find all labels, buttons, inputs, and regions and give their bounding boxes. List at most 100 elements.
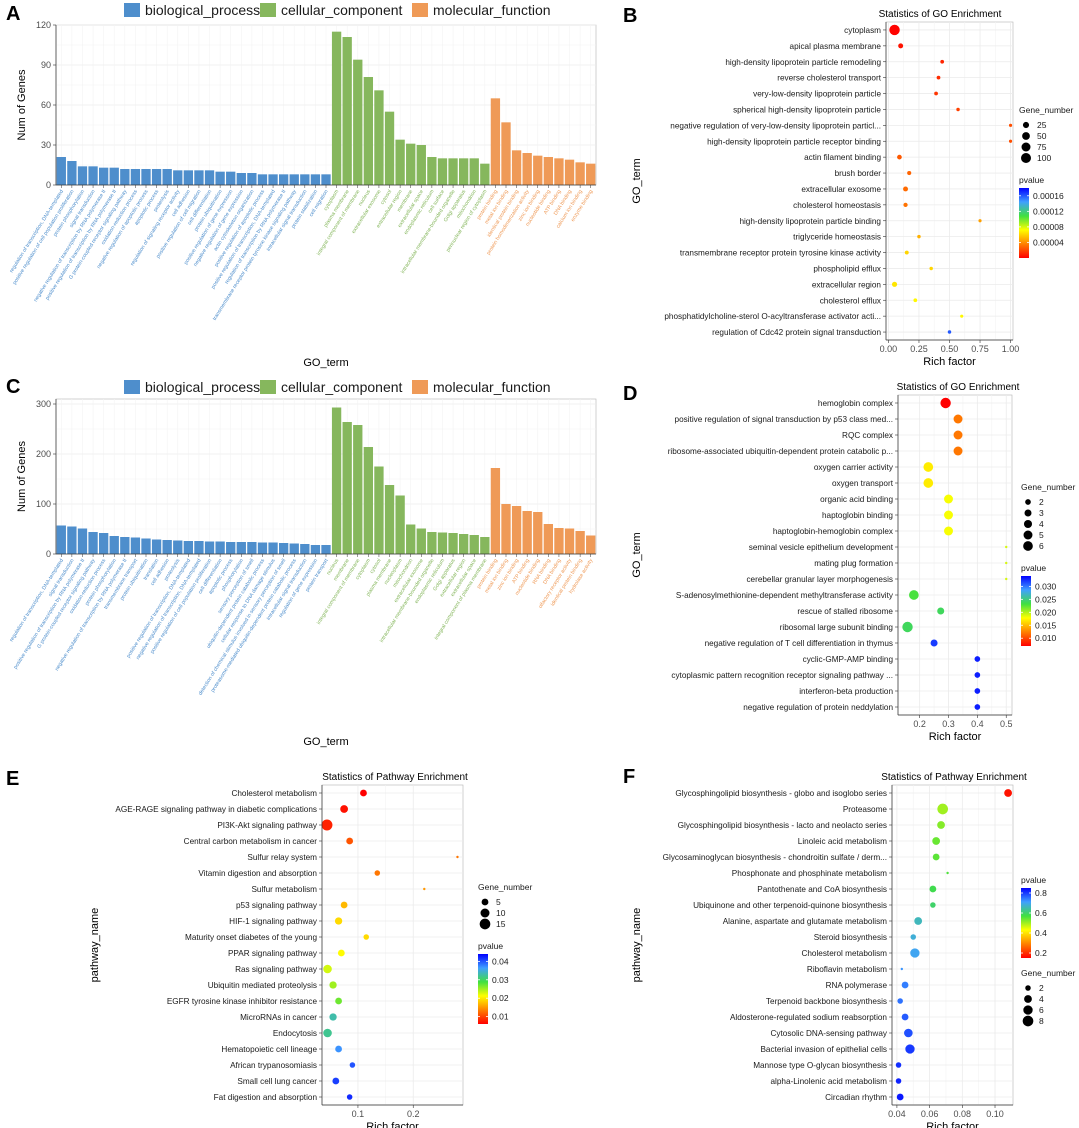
bar xyxy=(278,543,289,554)
chart-title: Statistics of Pathway Enrichment xyxy=(322,772,468,783)
x-tick-label: 1.00 xyxy=(1002,344,1020,354)
x-tick-label: 0.4 xyxy=(971,719,984,729)
size-legend-dot xyxy=(1022,1015,1034,1027)
data-point xyxy=(953,430,963,440)
y-category-label: high-density lipoprotein particle recept… xyxy=(707,137,881,146)
x-axis-title: Rich factor xyxy=(923,356,976,368)
size-legend-dot xyxy=(1025,499,1031,505)
color-bar-label: 0.04 xyxy=(492,956,509,966)
x-tick-label: 0.5 xyxy=(1000,719,1013,729)
bar xyxy=(331,31,342,185)
y-category-label: negative regulation of very-low-density … xyxy=(670,121,881,130)
bar xyxy=(458,158,469,185)
y-axis-title: pathway_name xyxy=(89,908,101,983)
bar xyxy=(67,526,77,554)
y-category-label: AGE-RAGE signaling pathway in diabetic c… xyxy=(115,805,317,814)
legend-key xyxy=(260,3,276,17)
bar xyxy=(88,166,98,185)
size-legend-label: 3 xyxy=(1039,508,1044,518)
y-axis-title: GO_term xyxy=(631,532,643,577)
legend-key xyxy=(412,3,428,17)
color-bar-label: 0.2 xyxy=(1035,948,1047,958)
y-tick-label: 200 xyxy=(36,449,51,459)
y-category-label: oxygen transport xyxy=(832,479,894,488)
size-legend-label: 4 xyxy=(1039,994,1044,1004)
size-legend-title: Gene_number xyxy=(478,882,533,892)
bar xyxy=(501,504,511,554)
y-category-label: negative regulation of T cell differenti… xyxy=(705,639,893,648)
size-legend-label: 8 xyxy=(1039,1016,1044,1026)
bar xyxy=(543,524,554,554)
panel-label: F xyxy=(623,766,635,788)
data-point xyxy=(898,43,904,49)
color-legend-title: pvalue xyxy=(478,941,503,951)
bar xyxy=(511,506,522,554)
legend-label: cellular_component xyxy=(281,2,403,18)
y-tick-label: 90 xyxy=(41,60,51,70)
x-tick-label: 0.10 xyxy=(986,1109,1004,1119)
panel-label: D xyxy=(623,383,637,405)
x-axis-title: Rich factor xyxy=(366,1121,419,1128)
data-point xyxy=(953,414,963,424)
bar xyxy=(543,157,554,185)
y-category-label: extracellular exosome xyxy=(801,185,881,194)
data-point xyxy=(346,1094,353,1100)
color-bar-label: 0.00004 xyxy=(1033,237,1064,247)
bar xyxy=(480,537,490,554)
data-point xyxy=(1005,561,1008,565)
bar xyxy=(215,171,225,185)
data-point xyxy=(909,590,919,600)
x-axis-title: Rich factor xyxy=(929,731,982,743)
x-tick-label: 0.50 xyxy=(941,344,959,354)
bar xyxy=(501,122,511,185)
y-category-label: Proteasome xyxy=(843,805,888,814)
size-legend-label: 4 xyxy=(1039,519,1044,529)
data-point xyxy=(1008,139,1013,143)
size-legend-dot xyxy=(1023,541,1033,551)
x-axis-title: GO_term xyxy=(303,357,348,369)
size-legend-title: Gene_number xyxy=(1021,968,1076,978)
y-tick-label: 0 xyxy=(46,180,51,190)
bar xyxy=(458,534,469,554)
y-category-label: phospholipid efflux xyxy=(813,264,881,273)
size-legend-dot xyxy=(1020,152,1032,164)
y-category-label: haptoglobin binding xyxy=(822,511,893,520)
data-point xyxy=(974,704,981,710)
x-tick-label: 0.75 xyxy=(971,344,989,354)
data-point xyxy=(340,805,349,813)
bar xyxy=(204,170,215,185)
size-legend-dot xyxy=(1023,1005,1033,1015)
y-category-label: Ubiquitin mediated proteolysis xyxy=(208,981,317,990)
y-category-label: Glycosaminoglycan biosynthesis - chondro… xyxy=(663,853,887,862)
x-tick-label: 0.08 xyxy=(954,1109,972,1119)
panel-label: B xyxy=(623,5,637,27)
y-category-label: hemoglobin complex xyxy=(818,399,893,408)
color-bar-label: 0.00016 xyxy=(1033,191,1064,201)
y-category-label: Mannose type O-glycan biosynthesis xyxy=(753,1061,887,1070)
y-category-label: S-adenosylmethionine-dependent methyltra… xyxy=(676,591,894,600)
y-category-label: Small cell lung cancer xyxy=(237,1077,317,1086)
y-category-label: rescue of stalled ribosome xyxy=(797,607,893,616)
y-axis-title: GO_term xyxy=(631,158,643,203)
bar xyxy=(522,511,532,554)
x-tick-label: 0.3 xyxy=(942,719,955,729)
y-category-label: brush border xyxy=(835,169,882,178)
bar xyxy=(268,542,278,554)
data-point xyxy=(929,885,937,893)
data-point xyxy=(905,1044,915,1054)
bar xyxy=(427,157,437,185)
data-point xyxy=(903,186,909,192)
bar xyxy=(120,169,130,185)
y-category-label: Vitamin digestion and absorption xyxy=(198,869,317,878)
bar xyxy=(310,174,321,185)
x-tick-label: 0.2 xyxy=(407,1109,420,1119)
data-point xyxy=(363,934,369,940)
bar xyxy=(331,407,342,554)
y-category-label: HIF-1 signaling pathway xyxy=(229,917,318,926)
y-tick-label: 60 xyxy=(41,100,51,110)
panel-label: E xyxy=(6,768,19,790)
bar xyxy=(88,532,98,554)
size-legend-label: 6 xyxy=(1039,1005,1044,1015)
bar xyxy=(490,98,501,185)
